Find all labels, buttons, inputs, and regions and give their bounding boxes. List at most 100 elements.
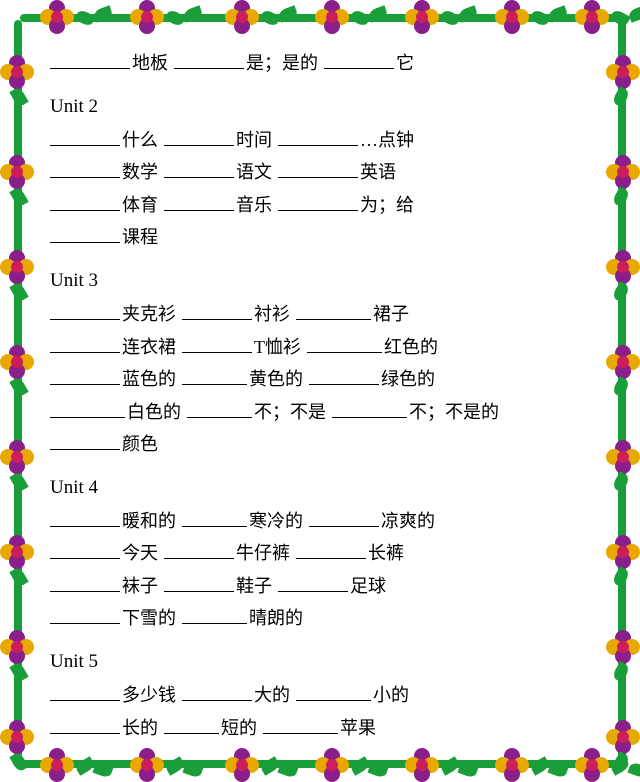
- vocab-row: 下雪的晴朗的: [50, 603, 590, 635]
- vocab-word: 不；不是: [254, 402, 326, 422]
- fill-blank: [309, 367, 379, 385]
- leaf-ornament: [9, 661, 28, 683]
- leaf-ornament: [611, 186, 630, 208]
- leaf-ornament: [627, 5, 640, 22]
- leaf-ornament: [611, 471, 630, 493]
- fill-blank: [296, 541, 366, 559]
- flower-ornament: [575, 748, 609, 782]
- leaf-ornament: [547, 5, 568, 22]
- vocab-word: 红色的: [384, 337, 438, 357]
- vocab-word: 足球: [350, 576, 386, 596]
- vocab-row: 数学语文英语: [50, 157, 590, 189]
- fill-blank: [278, 193, 358, 211]
- worksheet-content: 地板是；是的它Unit 2什么时间…点钟数学语文英语体育音乐为；给课程Unit …: [50, 48, 590, 734]
- unit-title: Unit 2: [50, 90, 590, 123]
- leaf-ornament: [439, 756, 461, 775]
- vocab-word: 今天: [122, 543, 158, 563]
- flower-ornament: [315, 748, 349, 782]
- leaf-ornament: [611, 566, 630, 588]
- vocab-word: 暖和的: [122, 511, 176, 531]
- flower-ornament: [225, 0, 259, 34]
- flower-ornament: [606, 55, 640, 89]
- leaf-ornament: [611, 281, 630, 303]
- vocab-word: 鞋子: [236, 576, 272, 596]
- leaf-ornament: [457, 761, 478, 778]
- flower-ornament: [40, 748, 74, 782]
- vocab-word: 地板: [132, 53, 168, 73]
- leaf-ornament: [609, 756, 631, 775]
- leaf-ornament: [9, 86, 28, 108]
- flower-ornament: [495, 0, 529, 34]
- leaf-ornament: [74, 756, 96, 775]
- vocab-word: 下雪的: [122, 608, 176, 628]
- vocab-word: 长裤: [368, 543, 404, 563]
- leaf-ornament: [259, 756, 281, 775]
- leaf-ornament: [611, 376, 630, 398]
- fill-blank: [50, 541, 120, 559]
- leaf-ornament: [92, 761, 113, 778]
- vocab-word: 语文: [236, 162, 272, 182]
- vocab-row: 课程: [50, 222, 590, 254]
- leaf-ornament: [609, 8, 631, 27]
- vocab-word: 蓝色的: [122, 369, 176, 389]
- leaf-ornament: [9, 751, 28, 773]
- vocab-word: 小的: [373, 685, 409, 705]
- leaf-ornament: [349, 8, 371, 27]
- flower-ornament: [0, 55, 34, 89]
- leaf-ornament: [259, 8, 281, 27]
- leaf-ornament: [627, 761, 640, 778]
- fill-blank: [174, 51, 244, 69]
- fill-blank: [50, 683, 120, 701]
- fill-blank: [187, 400, 252, 418]
- fill-blank: [164, 574, 234, 592]
- leaf-ornament: [92, 5, 113, 22]
- vocab-word: 什么: [122, 130, 158, 150]
- vocab-word: 音乐: [236, 195, 272, 215]
- vocab-word: …点钟: [360, 130, 414, 150]
- vocab-row: 暖和的寒冷的凉爽的: [50, 506, 590, 538]
- fill-blank: [164, 541, 234, 559]
- flower-ornament: [405, 748, 439, 782]
- flower-ornament: [606, 535, 640, 569]
- vocab-word: 长的: [122, 718, 158, 738]
- vocab-row: 连衣裙T恤衫红色的: [50, 332, 590, 364]
- vocab-row: 今天 牛仔裤 长裤: [50, 538, 590, 570]
- fill-blank: [50, 335, 120, 353]
- leaf-ornament: [611, 86, 630, 108]
- vocab-word: 袜子: [122, 576, 158, 596]
- fill-blank: [50, 432, 120, 450]
- leaf-ornament: [182, 5, 203, 22]
- flower-ornament: [495, 748, 529, 782]
- vocab-word: 绿色的: [381, 369, 435, 389]
- leaf-ornament: [529, 756, 551, 775]
- leaf-ornament: [164, 756, 186, 775]
- leaf-ornament: [277, 5, 298, 22]
- leaf-ornament: [182, 761, 203, 778]
- fill-blank: [182, 302, 252, 320]
- fill-blank: [332, 400, 407, 418]
- fill-blank: [164, 716, 219, 734]
- leaf-ornament: [611, 661, 630, 683]
- fill-blank: [50, 606, 120, 624]
- fill-blank: [50, 225, 120, 243]
- fill-blank: [50, 128, 120, 146]
- flower-ornament: [0, 345, 34, 379]
- fill-blank: [296, 683, 371, 701]
- vocab-word: 它: [396, 53, 414, 73]
- fill-blank: [164, 193, 234, 211]
- vocab-word: 黄色的: [249, 369, 303, 389]
- fill-blank: [50, 193, 120, 211]
- unit-title: Unit 4: [50, 471, 590, 504]
- leaf-ornament: [74, 8, 96, 27]
- fill-blank: [278, 160, 358, 178]
- fill-blank: [278, 128, 358, 146]
- vocab-word: T恤衫: [254, 337, 301, 357]
- vocab-word: 是；是的: [246, 53, 318, 73]
- flower-ornament: [0, 630, 34, 664]
- flower-ornament: [225, 748, 259, 782]
- fill-blank: [296, 302, 371, 320]
- flower-ornament: [0, 155, 34, 189]
- vocab-row: 体育音乐为；给: [50, 190, 590, 222]
- vocab-word: 牛仔裤: [236, 543, 290, 563]
- fill-blank: [309, 509, 379, 527]
